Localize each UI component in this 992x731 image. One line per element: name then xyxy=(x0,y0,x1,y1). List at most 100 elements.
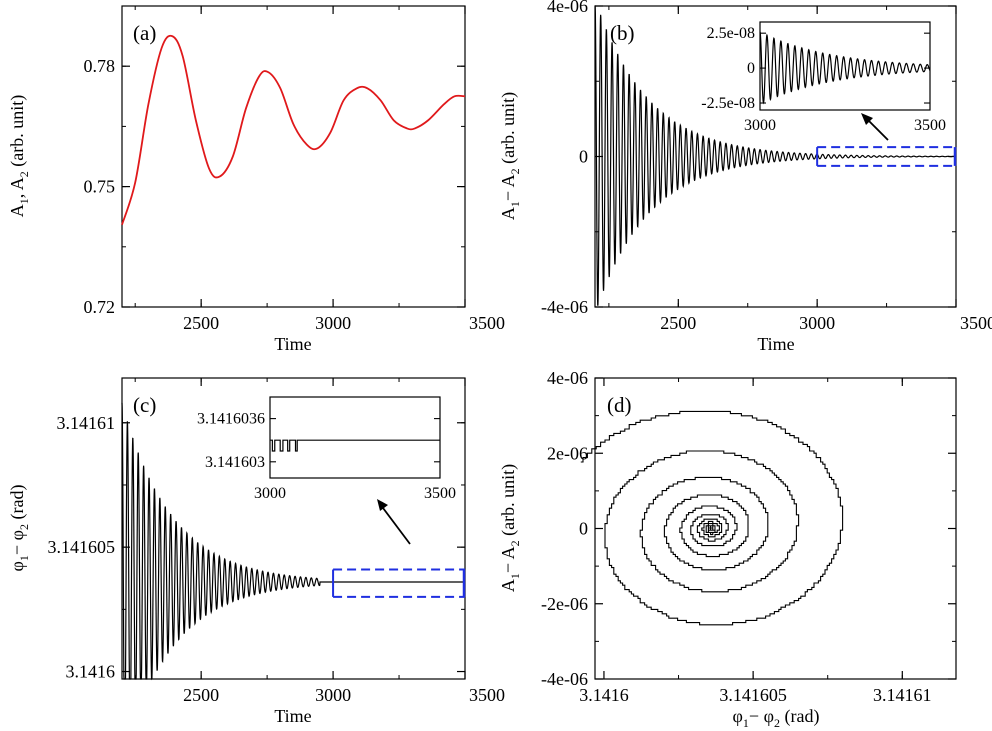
panel-b-inset-ticks: 2.5e-08 0 -2.5e-08 3000 3500 xyxy=(701,25,946,134)
panel-b-arrow-line xyxy=(867,119,889,141)
panel-b-arrowhead xyxy=(861,113,873,125)
panel-c-ylabel-tail: (rad) xyxy=(7,485,28,524)
panel-b-inset-plot xyxy=(759,31,931,105)
x-tick-label: 3500 xyxy=(960,313,992,333)
panel-b-ylabel-sub2: 2 xyxy=(508,168,522,174)
inset-y-tick-label: 2.5e-08 xyxy=(707,25,755,42)
panel-d-xlabel-sub2: 2 xyxy=(774,716,780,730)
panel-c-ticks: 2500 3000 3500 3.1416 3.141605 3.14161 xyxy=(48,378,505,705)
panel-d-xlabel-phi: φ xyxy=(733,706,743,726)
x-tick-label: 2500 xyxy=(183,685,219,705)
panel-a-ylabel-tail: (arb. unit) xyxy=(7,95,28,171)
inset-y-tick-label: 3.141603 xyxy=(205,454,265,471)
inset-y-tick-label: 0 xyxy=(747,60,755,77)
y-tick-label: -2e-06 xyxy=(541,594,588,614)
panel-c-arrowhead xyxy=(377,499,388,511)
panel-a-plot xyxy=(121,34,466,225)
inset-x-tick-label: 3500 xyxy=(424,485,456,502)
inset-series xyxy=(270,439,440,452)
inset-series xyxy=(759,31,931,105)
inset-y-tick-label: -2.5e-08 xyxy=(701,95,755,112)
panel-b-ylabel-sub1: 1 xyxy=(508,201,522,207)
panel-a-ylabel-sub2: 2 xyxy=(17,171,31,177)
panel-b-highlight-box xyxy=(816,146,957,167)
series-a1-a2 xyxy=(121,34,466,225)
panel-c-plot xyxy=(121,402,465,681)
panel-d-ylabel-tail: (arb. unit) xyxy=(498,464,519,540)
series-phi1-minus-phi2 xyxy=(121,402,465,681)
panel-d-xlabel: φ1− φ2 (rad) xyxy=(733,706,820,730)
panel-c-highlight-box xyxy=(332,568,466,598)
panel-a-ylabel: A1, A2 (arb. unit) xyxy=(7,95,31,218)
y-tick-label: 3.141605 xyxy=(48,537,116,557)
inset-x-tick-label: 3500 xyxy=(914,117,946,134)
y-tick-label: 3.14161 xyxy=(57,413,116,433)
panel-c-xlabel: Time xyxy=(274,706,311,726)
x-tick-label: 3000 xyxy=(799,313,835,333)
y-tick-label: 0.75 xyxy=(84,177,116,197)
panel-c: 2500 3000 3500 3.1416 3.141605 3.14161 3.1416… xyxy=(7,377,505,726)
panel-c-ylabel-mid: − φ xyxy=(7,530,27,555)
y-tick-label: -4e-06 xyxy=(541,669,588,689)
panel-d-ylabel-sub2: 2 xyxy=(508,540,522,546)
panel-a-xlabel: Time xyxy=(274,334,311,354)
panel-c-frame xyxy=(121,377,466,680)
y-tick-label: 4e-06 xyxy=(547,368,588,388)
panel-d-plot xyxy=(580,410,844,626)
inset-x-tick-label: 3000 xyxy=(744,117,776,134)
y-tick-label: 0 xyxy=(579,519,588,539)
panel-b-label: (b) xyxy=(610,21,635,45)
x-tick-label: 2500 xyxy=(183,313,219,333)
spiral-trajectory xyxy=(580,410,844,626)
series-a1-minus-a2 xyxy=(594,5,957,306)
y-tick-label: 4e-06 xyxy=(547,0,588,16)
panel-c-label: (c) xyxy=(133,393,156,417)
inset-x-tick-label: 3000 xyxy=(254,485,286,502)
panel-d-ticks: 3.1416 3.141605 3.14161 -4e-06 -2e-06 0 2e-06 4… xyxy=(541,368,956,705)
x-tick-label: 2500 xyxy=(660,313,696,333)
panel-c-ylabel-phi: φ xyxy=(7,561,27,571)
panel-b: 2500 3000 3500 -4e-06 0 4e-06 2.5e-08 0 -2.5e-0… xyxy=(498,0,992,354)
panel-d-xlabel-tail: (rad) xyxy=(780,706,819,727)
x-tick-label: 3.1416 xyxy=(579,685,629,705)
panel-d-label: (d) xyxy=(607,393,632,417)
panel-b-xlabel: Time xyxy=(757,334,794,354)
panel-b-ylabel: A1− A2 (arb. unit) xyxy=(498,92,522,220)
panel-c-ylabel: φ1− φ2 (rad) xyxy=(7,485,31,572)
y-tick-label: -4e-06 xyxy=(541,297,588,317)
y-tick-label: 2e-06 xyxy=(547,443,588,463)
panel-b-ylabel-tail: (arb. unit) xyxy=(498,92,519,168)
panel-d-xlabel-sub1: 1 xyxy=(743,716,749,730)
panel-c-inset-ticks: 3.1416036 3.141603 3000 3500 xyxy=(197,411,456,502)
panel-a-ylabel-mid: , A xyxy=(7,177,27,198)
panel-c-ylabel-sub2: 2 xyxy=(17,524,31,530)
y-tick-label: 0.72 xyxy=(84,297,116,317)
panel-d-frame xyxy=(594,377,957,680)
panel-d-ylabel-mid: − A xyxy=(498,546,518,573)
panel-a-label: (a) xyxy=(133,21,156,45)
panel-d-xlabel-mid: − φ xyxy=(749,706,774,726)
panel-d-ylabel: A1− A2 (arb. unit) xyxy=(498,464,522,592)
panel-c-inset-plot xyxy=(270,439,440,452)
x-tick-label: 3000 xyxy=(315,313,351,333)
panel-c-inset-frame xyxy=(269,396,441,479)
panel-b-ticks: 2500 3000 3500 -4e-06 0 4e-06 xyxy=(541,0,992,333)
panel-c-ylabel-sub1: 1 xyxy=(17,555,31,561)
panel-b-ylabel-mid: − A xyxy=(498,174,518,201)
panel-d: 3.1416 3.141605 3.14161 -4e-06 -2e-06 0 2e-06 4… xyxy=(498,368,957,730)
x-tick-label: 3500 xyxy=(469,313,505,333)
panel-a-ylabel-a: A xyxy=(7,204,27,217)
inset-y-tick-label: 3.1416036 xyxy=(197,411,265,428)
y-tick-label: 0 xyxy=(579,147,588,167)
panel-b-inset-frame xyxy=(759,21,931,111)
panel-b-plot xyxy=(594,5,957,306)
panel-d-ylabel-sub1: 1 xyxy=(508,573,522,579)
x-tick-label: 3.141605 xyxy=(719,685,787,705)
panel-d-ylabel-a: A xyxy=(498,579,518,592)
panel-c-inset-bg xyxy=(270,397,440,478)
panel-c-arrow-line xyxy=(382,507,411,545)
panel-b-ylabel-a: A xyxy=(498,207,518,220)
panel-a-ticks: 2500 3000 3500 0.72 0.75 0.78 xyxy=(84,5,505,333)
